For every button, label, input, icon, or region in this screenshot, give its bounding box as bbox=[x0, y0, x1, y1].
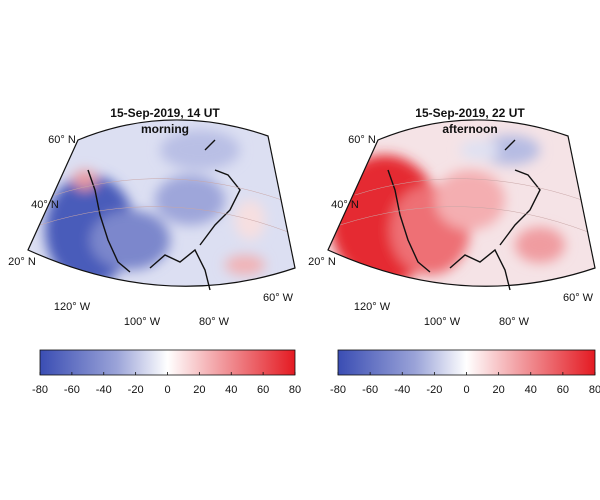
colorbar-tick-label: 80 bbox=[589, 384, 600, 396]
coastlines bbox=[87, 139, 541, 291]
colorbar-tick-label: 40 bbox=[525, 384, 537, 396]
colorbar-tick-label: -20 bbox=[426, 384, 442, 396]
colorbar bbox=[337, 349, 596, 376]
colorbar-tick-label: -60 bbox=[64, 384, 80, 396]
colorbar-tick-label: -60 bbox=[362, 384, 378, 396]
colorbar-tick-label: 20 bbox=[493, 384, 505, 396]
lon-label: 120° W bbox=[54, 301, 91, 313]
lon-label: 80° W bbox=[199, 316, 230, 328]
colorbar-tick-label: -20 bbox=[128, 384, 144, 396]
lat-label: 60° N bbox=[48, 134, 76, 146]
colorbar-tick-label: 0 bbox=[463, 384, 469, 396]
lon-label: 80° W bbox=[499, 316, 530, 328]
panel-title: 15-Sep-2019, 22 UT bbox=[415, 106, 525, 120]
colorbar-tick-label: -40 bbox=[96, 384, 112, 396]
lat-label: 40° N bbox=[31, 199, 59, 211]
lon-label: 60° W bbox=[563, 292, 594, 304]
colorbar bbox=[39, 349, 296, 376]
map-morning bbox=[28, 119, 295, 287]
colorbar-tick-label: -40 bbox=[394, 384, 410, 396]
colorbar-tick-label: 80 bbox=[289, 384, 301, 396]
lat-label: 20° N bbox=[308, 256, 336, 268]
colorbar-tick-label: 20 bbox=[193, 384, 205, 396]
map-frame bbox=[27, 119, 596, 287]
colorbar-tick-label: 0 bbox=[164, 384, 170, 396]
lon-label: 100° W bbox=[124, 316, 161, 328]
lat-label: 40° N bbox=[331, 199, 359, 211]
colorbar-tick-label: 40 bbox=[225, 384, 237, 396]
colorbar-tick-label: -80 bbox=[32, 384, 48, 396]
panel-subtitle: morning bbox=[141, 122, 189, 136]
panel-subtitle: afternoon bbox=[442, 122, 497, 136]
colorbar-tick-label: 60 bbox=[557, 384, 569, 396]
lat-label: 60° N bbox=[348, 134, 376, 146]
lon-label: 120° W bbox=[354, 301, 391, 313]
lon-label: 100° W bbox=[424, 316, 461, 328]
lon-label: 60° W bbox=[263, 292, 294, 304]
colorbar-tick-label: -80 bbox=[330, 384, 346, 396]
panel-title: 15-Sep-2019, 14 UT bbox=[110, 106, 220, 120]
colorbar-tick-label: 60 bbox=[257, 384, 269, 396]
graticule bbox=[39, 178, 589, 233]
lat-label: 20° N bbox=[8, 256, 36, 268]
